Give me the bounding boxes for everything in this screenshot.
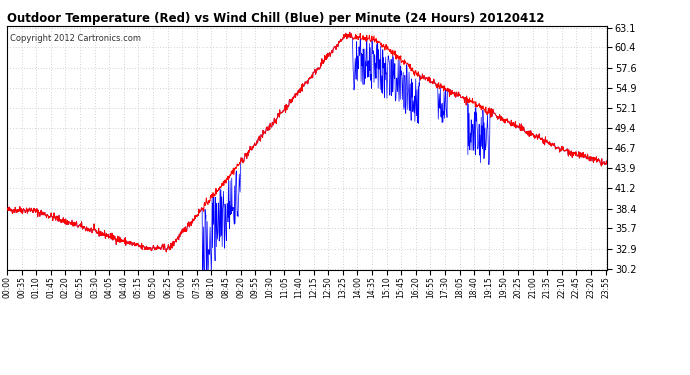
Text: Outdoor Temperature (Red) vs Wind Chill (Blue) per Minute (24 Hours) 20120412: Outdoor Temperature (Red) vs Wind Chill …	[7, 12, 544, 25]
Text: Copyright 2012 Cartronics.com: Copyright 2012 Cartronics.com	[10, 34, 141, 43]
